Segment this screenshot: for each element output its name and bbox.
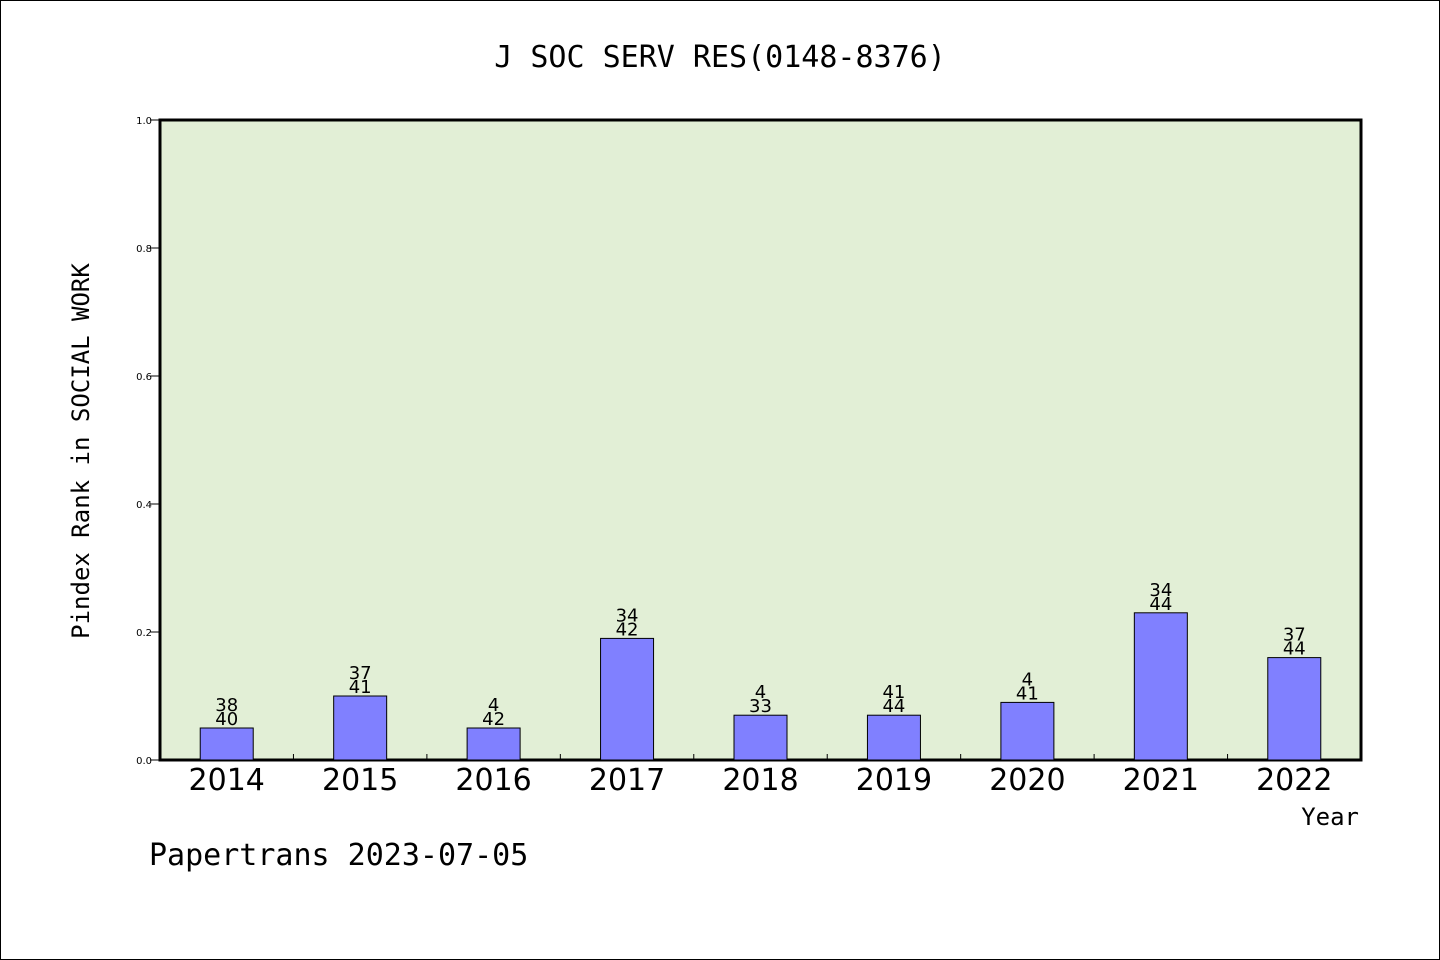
x-tick-label: 2018: [722, 763, 798, 798]
x-tick-label: 2014: [189, 763, 265, 798]
bar-rank-label: 4: [755, 682, 766, 703]
y-tick-label: 0.4: [136, 500, 152, 511]
x-tick-label: 2015: [322, 763, 398, 798]
bar-total-label: 41: [349, 677, 372, 698]
chart-title: J SOC SERV RES(0148-8376): [494, 40, 946, 75]
bar-total-label: 42: [616, 619, 639, 640]
bar-rank-label: 37: [349, 663, 372, 684]
bar: [1000, 701, 1055, 761]
bar-total-label: 42: [482, 709, 505, 730]
bar-rank-label: 34: [1149, 580, 1172, 601]
bar: [1133, 612, 1188, 761]
bar: [466, 727, 521, 761]
bar: [199, 727, 254, 761]
y-tick-label: 0.2: [136, 628, 152, 639]
bar: [1267, 657, 1322, 761]
x-tick-label: 2017: [589, 763, 665, 798]
bar-total-label: 44: [1149, 594, 1172, 615]
bar-rank-label: 37: [1283, 625, 1306, 646]
bar-rank-label: 41: [882, 682, 905, 703]
x-axis-label: Year: [1301, 803, 1359, 831]
y-axis-label: Pindex Rank in SOCIAL WORK: [67, 263, 95, 639]
x-tick-label: 2022: [1256, 763, 1332, 798]
bar-total-label: 33: [749, 696, 772, 717]
x-tick-label: 2021: [1123, 763, 1199, 798]
y-tick-label: 0.6: [136, 372, 152, 383]
x-tick-label: 2016: [455, 763, 531, 798]
bar: [600, 637, 655, 761]
footer-credit: Papertrans 2023-07-05: [149, 838, 528, 873]
bar-total-label: 40: [215, 709, 238, 730]
bar-rank-label: 38: [215, 695, 238, 716]
bar-total-label: 44: [1283, 639, 1306, 660]
bar-rank-label: 4: [488, 695, 499, 716]
y-axis: 0.0 0.2 0.4 0.6 0.8 1.0: [136, 116, 160, 767]
bar-rank-label: 34: [616, 605, 639, 626]
x-tick-label: 2020: [989, 763, 1065, 798]
y-tick-label: 1.0: [136, 116, 152, 127]
x-tick-label: 2019: [856, 763, 932, 798]
bar: [866, 714, 921, 761]
bar: [333, 695, 388, 761]
bar: [733, 714, 788, 761]
bar-total-label: 44: [882, 696, 905, 717]
y-tick-label: 0.0: [136, 756, 152, 767]
bar-rank-label: 4: [1022, 669, 1033, 690]
bar-total-label: 41: [1016, 683, 1039, 704]
y-tick-label: 0.8: [136, 244, 152, 255]
x-axis: 2014 2015 2016 2017 2018 2019 2020 2021 2022: [189, 754, 1332, 798]
